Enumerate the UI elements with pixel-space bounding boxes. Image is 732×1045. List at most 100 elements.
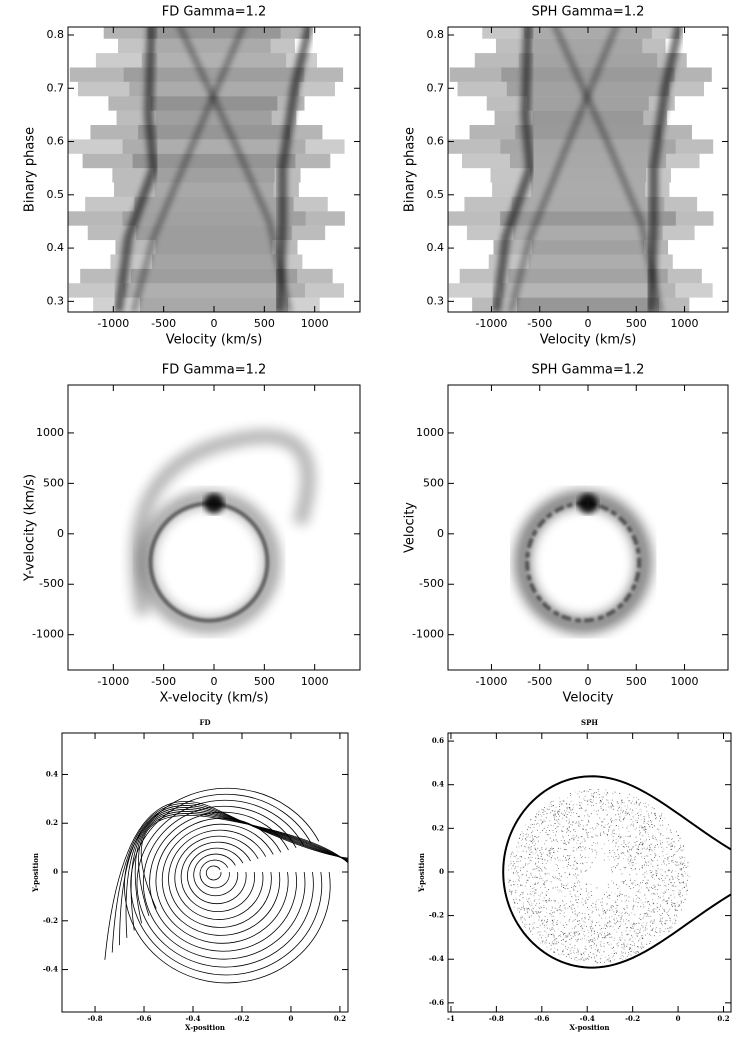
particle bbox=[670, 894, 672, 896]
particle bbox=[598, 790, 600, 792]
particle bbox=[643, 873, 645, 875]
particle bbox=[645, 829, 647, 831]
particle bbox=[551, 912, 553, 914]
particle bbox=[543, 926, 545, 928]
particle bbox=[587, 814, 589, 816]
particle bbox=[573, 951, 575, 953]
particle bbox=[592, 827, 594, 829]
particle bbox=[517, 858, 519, 860]
particle bbox=[615, 911, 617, 913]
particle bbox=[577, 951, 579, 953]
particle bbox=[590, 931, 592, 933]
particle bbox=[638, 852, 640, 854]
particle bbox=[606, 903, 608, 905]
particle bbox=[518, 846, 520, 848]
particle bbox=[572, 807, 574, 809]
particle bbox=[641, 874, 643, 876]
particle bbox=[619, 891, 621, 893]
particle bbox=[635, 923, 637, 925]
particle bbox=[545, 848, 547, 850]
particle bbox=[670, 849, 672, 851]
x-tick-label: 0 bbox=[585, 675, 592, 688]
particle bbox=[533, 823, 535, 825]
particle bbox=[579, 845, 581, 847]
particle bbox=[685, 872, 687, 874]
particle bbox=[556, 831, 558, 833]
particle bbox=[620, 893, 622, 895]
particle bbox=[624, 854, 626, 856]
particle bbox=[548, 942, 550, 944]
particle bbox=[561, 803, 563, 805]
particle bbox=[600, 949, 602, 951]
particle bbox=[619, 792, 621, 794]
particle bbox=[573, 812, 575, 814]
particle bbox=[664, 877, 666, 879]
particle bbox=[539, 832, 541, 834]
particle bbox=[650, 920, 652, 922]
particle bbox=[526, 836, 528, 838]
particle bbox=[550, 852, 552, 854]
contour-line bbox=[124, 787, 331, 984]
particle bbox=[526, 910, 528, 912]
particle bbox=[523, 909, 525, 911]
particle bbox=[528, 844, 530, 846]
particle bbox=[584, 810, 586, 812]
particle bbox=[588, 896, 590, 898]
particle bbox=[671, 875, 673, 877]
x-tick-label: -500 bbox=[527, 317, 552, 330]
particle bbox=[630, 923, 632, 925]
particle bbox=[620, 913, 622, 915]
particle bbox=[640, 814, 642, 816]
particle bbox=[615, 841, 617, 843]
particle bbox=[606, 891, 608, 893]
particle bbox=[589, 940, 591, 942]
particle bbox=[562, 866, 564, 868]
particle bbox=[624, 836, 626, 838]
particle bbox=[534, 820, 536, 822]
particle bbox=[595, 944, 597, 946]
particle bbox=[533, 844, 535, 846]
particle bbox=[646, 887, 648, 889]
particle bbox=[585, 840, 587, 842]
particle bbox=[546, 830, 548, 832]
particle bbox=[658, 855, 660, 857]
particle bbox=[543, 819, 545, 821]
particle bbox=[551, 856, 553, 858]
particle bbox=[624, 952, 626, 954]
particle bbox=[542, 879, 544, 881]
particle bbox=[642, 866, 644, 868]
particle bbox=[644, 934, 646, 936]
particle bbox=[572, 821, 574, 823]
particle bbox=[621, 944, 623, 946]
particle bbox=[575, 873, 577, 875]
particle bbox=[540, 867, 542, 869]
particle bbox=[617, 857, 619, 859]
contour-arm bbox=[125, 807, 348, 938]
particle bbox=[633, 803, 635, 805]
particle bbox=[660, 905, 662, 907]
particle bbox=[679, 905, 681, 907]
particle bbox=[644, 913, 646, 915]
particle bbox=[525, 824, 527, 826]
particle bbox=[641, 848, 643, 850]
particle bbox=[636, 848, 638, 850]
particle bbox=[617, 813, 619, 815]
x-tick-label: -1000 bbox=[97, 317, 129, 330]
particle bbox=[652, 927, 654, 929]
particle bbox=[564, 921, 566, 923]
particle bbox=[666, 919, 668, 921]
particle bbox=[553, 899, 555, 901]
particle bbox=[605, 936, 607, 938]
particle bbox=[527, 907, 529, 909]
particle bbox=[595, 796, 597, 798]
particle bbox=[591, 835, 593, 837]
particle bbox=[642, 803, 644, 805]
particle bbox=[631, 847, 633, 849]
particle bbox=[562, 830, 564, 832]
y-axis-label: Y-velocity (km/s) bbox=[23, 474, 38, 582]
spiral-arm bbox=[130, 429, 315, 616]
particle bbox=[526, 923, 528, 925]
particle bbox=[528, 854, 530, 856]
particle bbox=[530, 872, 532, 874]
particle bbox=[569, 873, 571, 875]
